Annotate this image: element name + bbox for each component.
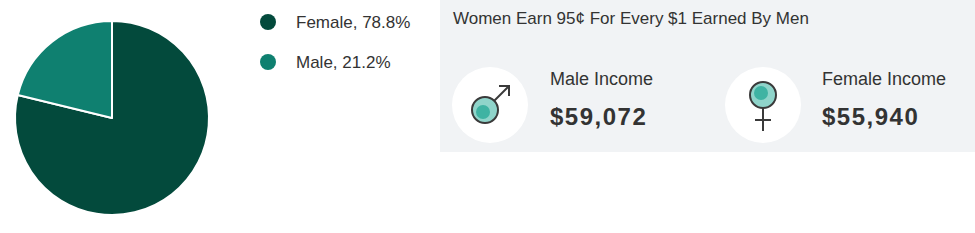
icon-shape <box>754 86 768 100</box>
pie-slice <box>15 21 209 215</box>
income-label: Male Income <box>550 69 653 89</box>
pie-slice <box>18 21 112 118</box>
male-icon <box>472 86 509 123</box>
income-label: Female Income <box>822 69 946 89</box>
icon-shape <box>755 119 771 121</box>
panel-title: Women Earn 95¢ For Every $1 Earned By Me… <box>453 9 809 28</box>
legend-label: Male, 21.2% <box>296 53 391 72</box>
female-icon <box>750 82 776 131</box>
icon-bg <box>725 67 801 143</box>
legend-label: Female, 78.8% <box>296 13 410 32</box>
income-value: $55,940 <box>822 103 919 130</box>
icon-shape <box>750 82 776 108</box>
pie <box>15 21 209 215</box>
legend-swatch <box>260 54 276 70</box>
icon-shape <box>476 105 490 119</box>
icon-bg <box>452 67 528 143</box>
income-value: $59,072 <box>550 103 647 130</box>
icon-shape <box>494 87 508 101</box>
panel-bg <box>440 0 975 152</box>
legend-swatch <box>260 14 276 30</box>
icon-shape <box>499 86 509 96</box>
root: Female, 78.8% Male, 21.2% Women Earn 95¢ F… <box>0 0 975 233</box>
